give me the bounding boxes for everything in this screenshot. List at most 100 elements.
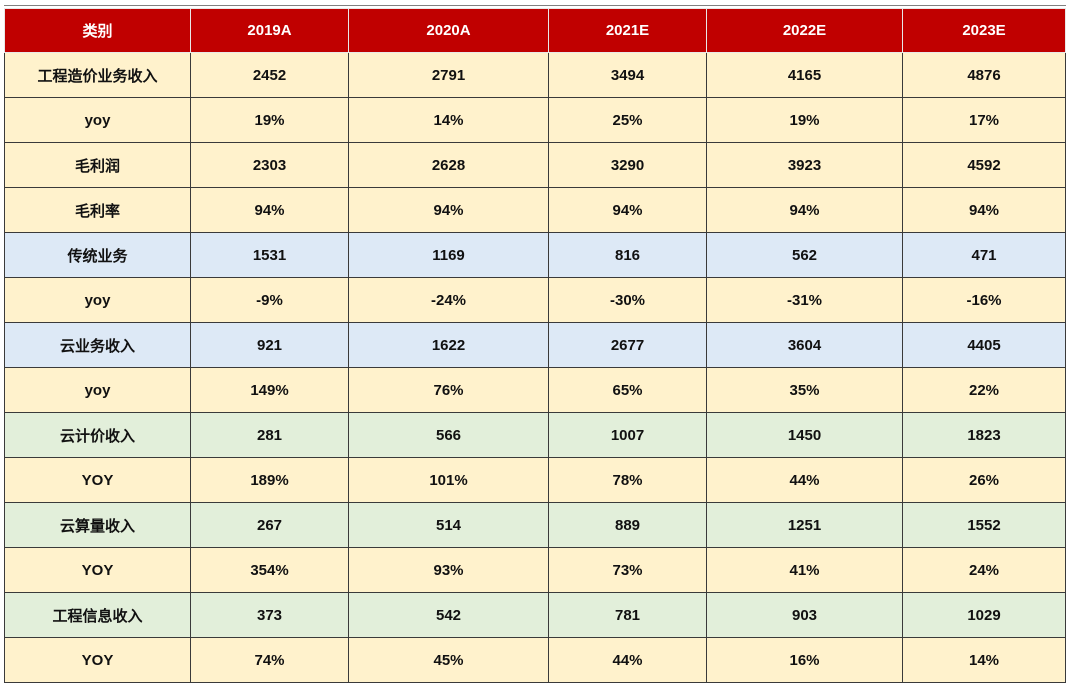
cell-2023e: 17% [902,97,1066,143]
cell-2019a: 149% [190,367,349,413]
cell-2023e: 1029 [902,592,1066,638]
table-row: 毛利率 94% 94% 94% 94% 94% [4,187,1066,233]
table-row: YOY 189% 101% 78% 44% 26% [4,457,1066,503]
cell-2023e: 26% [902,457,1066,503]
cell-2023e: 22% [902,367,1066,413]
header-2022e: 2022E [706,8,903,53]
cell-2021e: 44% [548,637,707,683]
cell-2020a: 94% [348,187,549,233]
cell-2020a: 514 [348,502,549,548]
table-row: yoy 19% 14% 25% 19% 17% [4,97,1066,143]
table-row: YOY 354% 93% 73% 41% 24% [4,547,1066,593]
cell-2019a: 1531 [190,232,349,278]
cell-2021e: 889 [548,502,707,548]
cell-2020a: 76% [348,367,549,413]
cell-2023e: 4405 [902,322,1066,368]
table-row: yoy -9% -24% -30% -31% -16% [4,277,1066,323]
cell-2019a: -9% [190,277,349,323]
row-label: YOY [4,547,191,593]
cell-2023e: 1823 [902,412,1066,458]
header-category: 类别 [4,8,191,53]
cell-2022e: 1251 [706,502,903,548]
row-label: 毛利率 [4,187,191,233]
table-header: 类别 2019A 2020A 2021E 2022E 2023E [4,8,1066,53]
cell-2022e: 4165 [706,52,903,98]
cell-2021e: 781 [548,592,707,638]
table-row: 云业务收入 921 1622 2677 3604 4405 [4,322,1066,368]
row-label: 工程造价业务收入 [4,52,191,98]
cell-2019a: 2452 [190,52,349,98]
cell-2020a: 14% [348,97,549,143]
cell-2022e: 562 [706,232,903,278]
cell-2020a: 2791 [348,52,549,98]
cell-2020a: 1622 [348,322,549,368]
cell-2023e: 24% [902,547,1066,593]
cell-2021e: -30% [548,277,707,323]
cell-2023e: 94% [902,187,1066,233]
row-label: yoy [4,367,191,413]
table-body: 工程造价业务收入 2452 2791 3494 4165 4876 yoy 19% 14% 25%… [4,52,1066,683]
cell-2022e: 903 [706,592,903,638]
cell-2022e: 35% [706,367,903,413]
row-label: yoy [4,277,191,323]
table-row: 工程造价业务收入 2452 2791 3494 4165 4876 [4,52,1066,98]
cell-2023e: 1552 [902,502,1066,548]
cell-2019a: 2303 [190,142,349,188]
table-row: 云计价收入 281 566 1007 1450 1823 [4,412,1066,458]
cell-2023e: -16% [902,277,1066,323]
cell-2020a: -24% [348,277,549,323]
row-label: 工程信息收入 [4,592,191,638]
table-row: 工程信息收入 373 542 781 903 1029 [4,592,1066,638]
financial-table: 类别 2019A 2020A 2021E 2022E 2023E 工程造价业务收… [4,8,1066,683]
row-label: 传统业务 [4,232,191,278]
cell-2021e: 73% [548,547,707,593]
row-label: 毛利润 [4,142,191,188]
cell-2022e: 19% [706,97,903,143]
row-label: 云算量收入 [4,502,191,548]
cell-2021e: 1007 [548,412,707,458]
cell-2022e: 41% [706,547,903,593]
cell-2020a: 93% [348,547,549,593]
cell-2019a: 267 [190,502,349,548]
row-label: yoy [4,97,191,143]
table-row: 云算量收入 267 514 889 1251 1552 [4,502,1066,548]
cell-2019a: 921 [190,322,349,368]
cell-2022e: 16% [706,637,903,683]
cell-2019a: 189% [190,457,349,503]
cell-2022e: 1450 [706,412,903,458]
cell-2021e: 94% [548,187,707,233]
cell-2020a: 2628 [348,142,549,188]
cell-2021e: 65% [548,367,707,413]
header-2023e: 2023E [902,8,1066,53]
cell-2023e: 14% [902,637,1066,683]
cell-2021e: 3494 [548,52,707,98]
cell-2021e: 816 [548,232,707,278]
cell-2020a: 542 [348,592,549,638]
cell-2022e: 3604 [706,322,903,368]
cell-2023e: 4876 [902,52,1066,98]
cell-2021e: 2677 [548,322,707,368]
row-label: 云业务收入 [4,322,191,368]
cell-2019a: 373 [190,592,349,638]
cell-2021e: 78% [548,457,707,503]
cell-2021e: 25% [548,97,707,143]
cell-2023e: 471 [902,232,1066,278]
table-row: yoy 149% 76% 65% 35% 22% [4,367,1066,413]
header-2021e: 2021E [548,8,707,53]
cell-2019a: 74% [190,637,349,683]
cell-2021e: 3290 [548,142,707,188]
cell-2020a: 45% [348,637,549,683]
cell-2022e: 94% [706,187,903,233]
cell-2020a: 566 [348,412,549,458]
table-row: 传统业务 1531 1169 816 562 471 [4,232,1066,278]
header-2020a: 2020A [348,8,549,53]
cell-2022e: 44% [706,457,903,503]
row-label: YOY [4,457,191,503]
cell-2022e: 3923 [706,142,903,188]
header-2019a: 2019A [190,8,349,53]
cell-2020a: 101% [348,457,549,503]
cell-2020a: 1169 [348,232,549,278]
row-label: YOY [4,637,191,683]
cell-2019a: 354% [190,547,349,593]
header-row: 类别 2019A 2020A 2021E 2022E 2023E [4,8,1066,53]
